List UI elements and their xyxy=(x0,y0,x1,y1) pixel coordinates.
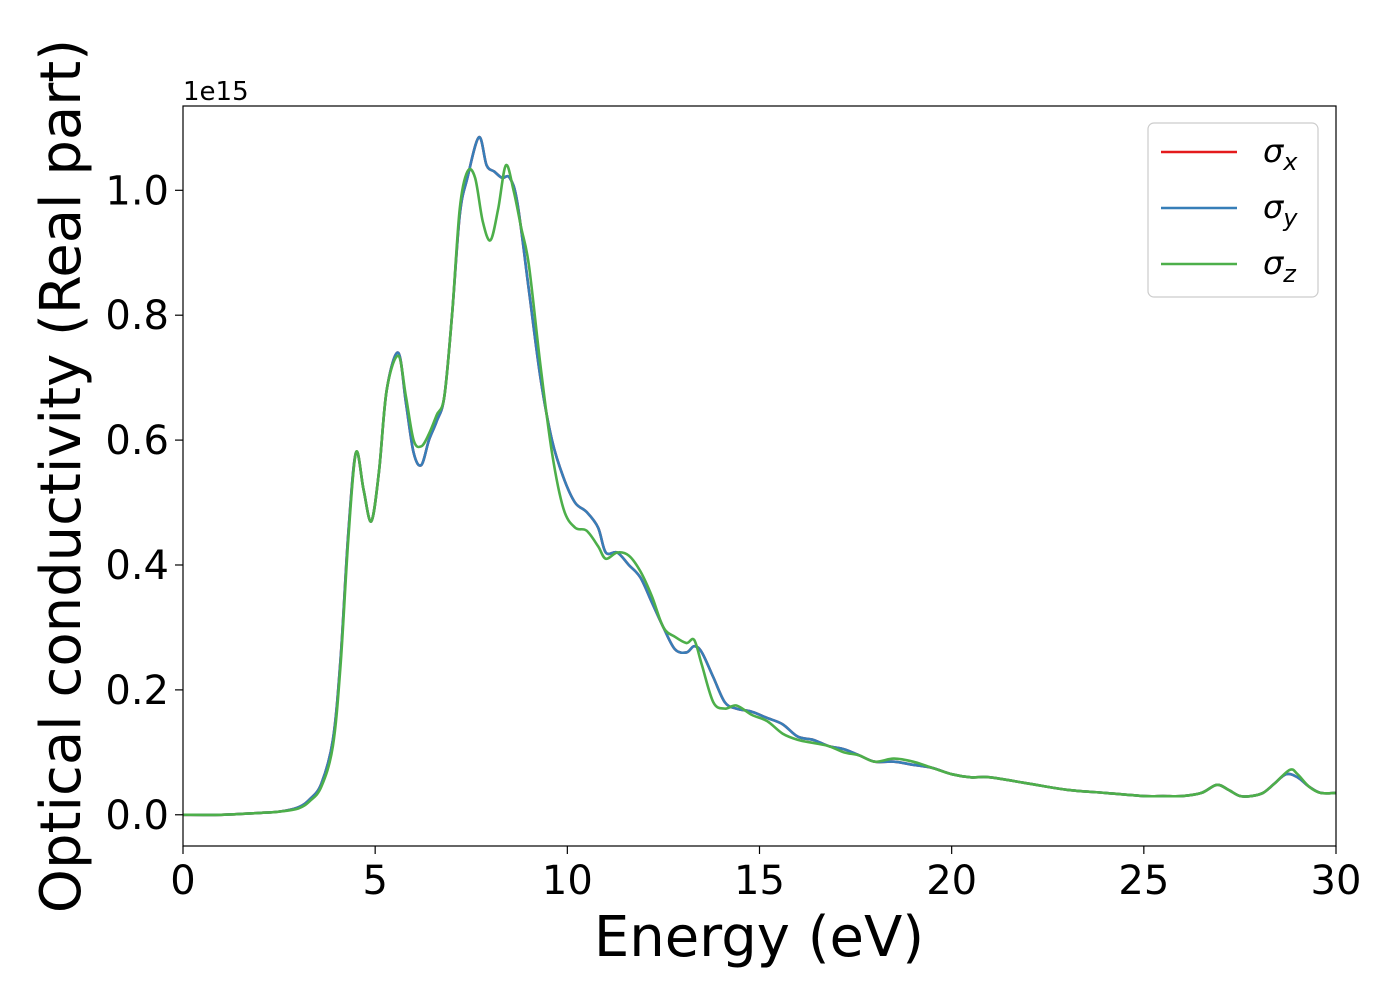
x-tick-label: 0 xyxy=(170,858,195,904)
y-tick-label: 0.2 xyxy=(105,668,169,714)
x-tick-label: 20 xyxy=(926,858,977,904)
x-axis-label: Energy (eV) xyxy=(594,905,924,970)
y-tick-label: 0.8 xyxy=(105,293,169,339)
x-tick-label: 5 xyxy=(362,858,387,904)
legend-label-x: σx xyxy=(1263,132,1298,176)
y-tick-label: 0.6 xyxy=(105,418,169,464)
y-offset-label: 1e15 xyxy=(183,77,249,107)
x-tick-label: 30 xyxy=(1311,858,1362,904)
y-axis-ticks: 0.0 0.2 0.4 0.6 0.8 1.0 xyxy=(105,168,183,839)
x-axis-ticks: 0 5 10 15 20 25 30 xyxy=(170,846,1361,904)
y-axis-label: Optical conductivity (Real part) xyxy=(29,39,94,913)
plot-area xyxy=(183,106,1336,846)
legend-label-z: σz xyxy=(1263,244,1297,288)
data-lines xyxy=(182,135,1337,817)
y-tick-label: 1.0 xyxy=(105,168,169,214)
x-tick-label: 15 xyxy=(734,858,785,904)
x-tick-label: 10 xyxy=(542,858,593,904)
legend-label-y: σy xyxy=(1263,188,1298,232)
x-tick-label: 25 xyxy=(1118,858,1169,904)
series-line-z xyxy=(182,163,1337,817)
y-tick-label: 0.4 xyxy=(105,543,169,589)
legend-box xyxy=(1147,122,1319,298)
legend: σx σy σz xyxy=(1147,122,1319,298)
y-tick-label: 0.0 xyxy=(105,793,169,839)
